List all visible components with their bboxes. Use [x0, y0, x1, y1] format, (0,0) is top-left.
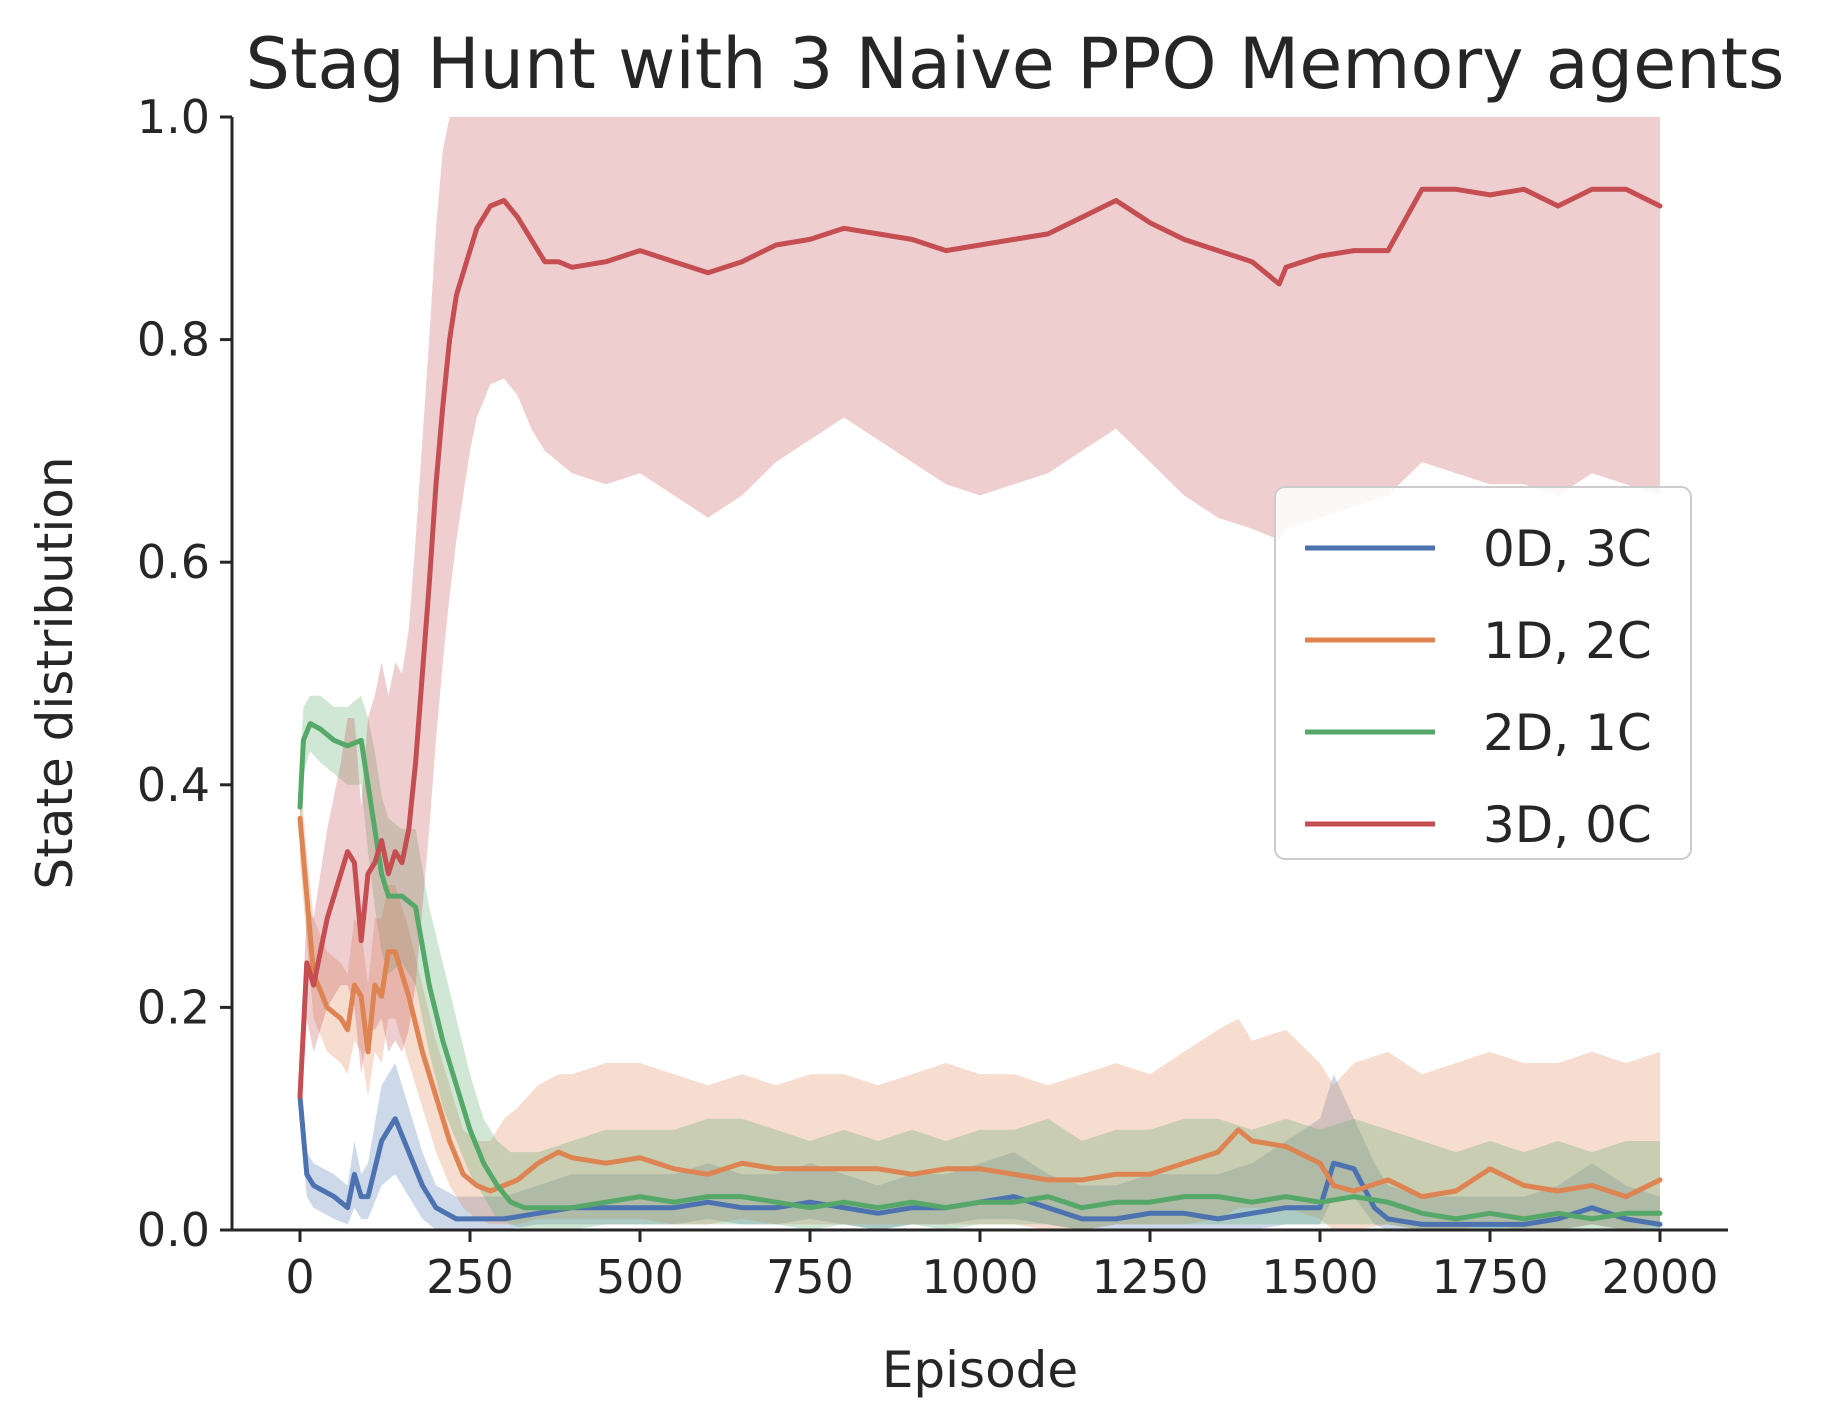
- x-tick-label: 1750: [1431, 1250, 1548, 1304]
- legend-label: 2D, 1C: [1483, 704, 1652, 762]
- legend-box: [1274, 486, 1692, 860]
- x-tick-label: 0: [285, 1250, 314, 1304]
- y-tick-label: 0.4: [137, 758, 210, 812]
- series-line-2d-1c: [297, 721, 1663, 1222]
- band-0d-3c: [300, 1063, 1660, 1230]
- series-line-3d-0c: [297, 186, 1663, 1099]
- legend: 0D, 3C 1D, 2C 2D, 1C 3D, 0C: [1274, 486, 1692, 860]
- band-1d-2c: [300, 773, 1660, 1230]
- y-tick-label: 0.8: [137, 313, 210, 367]
- legend-label: 3D, 0C: [1483, 796, 1652, 854]
- series-lines: [297, 186, 1663, 1227]
- x-ticks: 0 250 500 750 1000 1250 1500 1750 2000: [285, 1230, 1719, 1304]
- x-axis-label: Episode: [882, 1341, 1078, 1399]
- band-3d-0c: [300, 117, 1660, 1119]
- band-2d-1c: [300, 695, 1660, 1230]
- chart-title: Stag Hunt with 3 Naive PPO Memory agents: [246, 23, 1785, 105]
- legend-items: 0D, 3C 1D, 2C 2D, 1C 3D, 0C: [1305, 520, 1652, 854]
- x-tick-label: 500: [596, 1250, 684, 1304]
- x-tick-label: 1000: [921, 1250, 1038, 1304]
- x-tick-label: 2000: [1601, 1250, 1718, 1304]
- x-tick-label: 1250: [1091, 1250, 1208, 1304]
- y-tick-label: 0.2: [137, 980, 210, 1034]
- x-tick-label: 250: [426, 1250, 514, 1304]
- series-line-1d-2c: [297, 815, 1663, 1200]
- confidence-bands: [300, 117, 1660, 1230]
- x-tick-label: 750: [766, 1250, 854, 1304]
- x-tick-label: 1500: [1261, 1250, 1378, 1304]
- y-tick-label: 1.0: [137, 90, 210, 144]
- y-tick-label: 0.6: [137, 535, 210, 589]
- y-axis-label: State distribution: [26, 456, 84, 889]
- y-tick-label: 0.0: [137, 1203, 210, 1257]
- legend-label: 0D, 3C: [1483, 520, 1652, 578]
- legend-label: 1D, 2C: [1483, 612, 1652, 670]
- y-ticks: 0.0 0.2 0.4 0.6 0.8 1.0: [137, 90, 232, 1257]
- series-line-0d-3c: [297, 1093, 1663, 1227]
